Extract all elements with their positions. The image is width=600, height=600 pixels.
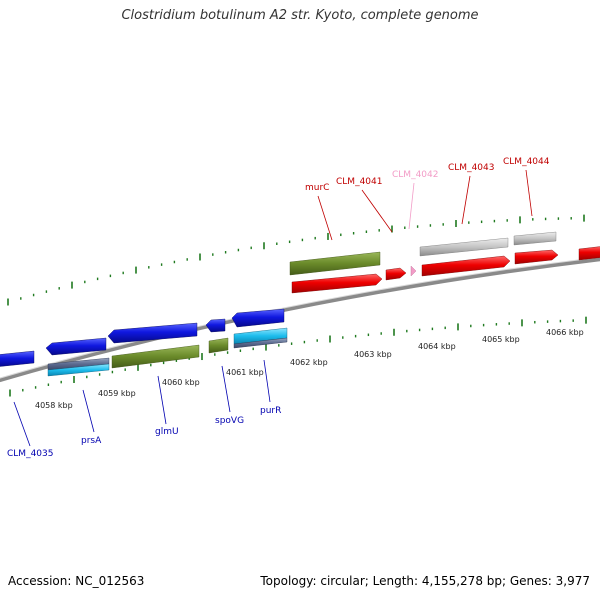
gene-label-glmU[interactable]: glmU — [155, 375, 179, 437]
kbp-label-4059: 4059 kbp — [98, 389, 136, 398]
cds-CLM_4042[interactable] — [410, 265, 417, 277]
map-title: Clostridium botulinum A2 str. Kyoto, com… — [121, 8, 479, 23]
svg-text:purR: purR — [260, 406, 281, 416]
svg-text:spoVG: spoVG — [215, 416, 244, 426]
svg-text:murC: murC — [305, 183, 329, 193]
kbp-label-4066: 4066 kbp — [546, 328, 584, 337]
svg-text:CLM_4041: CLM_4041 — [336, 177, 382, 187]
tick-row-upper — [7, 214, 585, 306]
gene-label-CLM_4042[interactable]: CLM_4042 — [392, 170, 438, 230]
svg-text:CLM_4044: CLM_4044 — [503, 157, 550, 167]
cds-glmU[interactable] — [107, 322, 198, 344]
gene-label-prsA[interactable]: prsA — [81, 389, 102, 446]
feature-gray-1[interactable] — [419, 237, 509, 257]
kbp-label-4064: 4064 kbp — [418, 342, 456, 351]
feature-gene-glmU[interactable] — [111, 344, 200, 369]
svg-text:prsA: prsA — [81, 436, 102, 446]
feature-gene-spoVG[interactable] — [208, 337, 229, 354]
feature-steel-purR[interactable] — [233, 337, 288, 349]
genome-backbone-highlight — [0, 256, 600, 379]
cds-next[interactable] — [578, 246, 600, 261]
gene-label-CLM_4035[interactable]: CLM_4035 — [7, 401, 53, 459]
cds-spoVG[interactable] — [205, 318, 226, 333]
gene-label-CLM_4041[interactable]: CLM_4041 — [336, 177, 393, 233]
cds-CLM_4035[interactable] — [0, 350, 35, 367]
kbp-label-4060: 4060 kbp — [162, 378, 200, 387]
cds-CLM_4041[interactable] — [385, 267, 407, 281]
svg-text:CLM_4042: CLM_4042 — [392, 170, 438, 180]
gene-label-CLM_4043[interactable]: CLM_4043 — [448, 163, 494, 225]
cds-murC[interactable] — [291, 273, 383, 294]
kbp-label-4062: 4062 kbp — [290, 358, 328, 367]
gene-label-purR[interactable]: purR — [260, 359, 281, 416]
svg-text:CLM_4043: CLM_4043 — [448, 163, 494, 173]
gene-label-spoVG[interactable]: spoVG — [215, 365, 244, 426]
cds-purR[interactable] — [231, 308, 285, 328]
svg-text:CLM_4035: CLM_4035 — [7, 449, 53, 459]
svg-text:glmU: glmU — [155, 427, 179, 437]
genome-summary-text: Topology: circular; Length: 4,155,278 bp… — [260, 574, 590, 588]
kbp-label-4063: 4063 kbp — [354, 350, 392, 359]
cds-CLM_4044[interactable] — [514, 249, 559, 265]
gene-label-CLM_4044[interactable]: CLM_4044 — [503, 157, 550, 217]
feature-lightblue-prsA[interactable] — [47, 363, 110, 377]
genome-backbone — [0, 257, 600, 383]
kbp-label-4065: 4065 kbp — [482, 335, 520, 344]
tick-row-bottom — [9, 316, 587, 397]
kbp-label-4061: 4061 kbp — [226, 368, 264, 377]
feature-gray-2[interactable] — [513, 231, 557, 246]
cds-CLM_4043[interactable] — [421, 255, 511, 277]
cds-prsA[interactable] — [45, 337, 107, 356]
accession-text: Accession: NC_012563 — [8, 574, 145, 588]
gene-label-murC[interactable]: murC — [305, 183, 333, 241]
feature-gene-murC[interactable] — [289, 251, 381, 276]
kbp-label-4058: 4058 kbp — [35, 401, 73, 410]
